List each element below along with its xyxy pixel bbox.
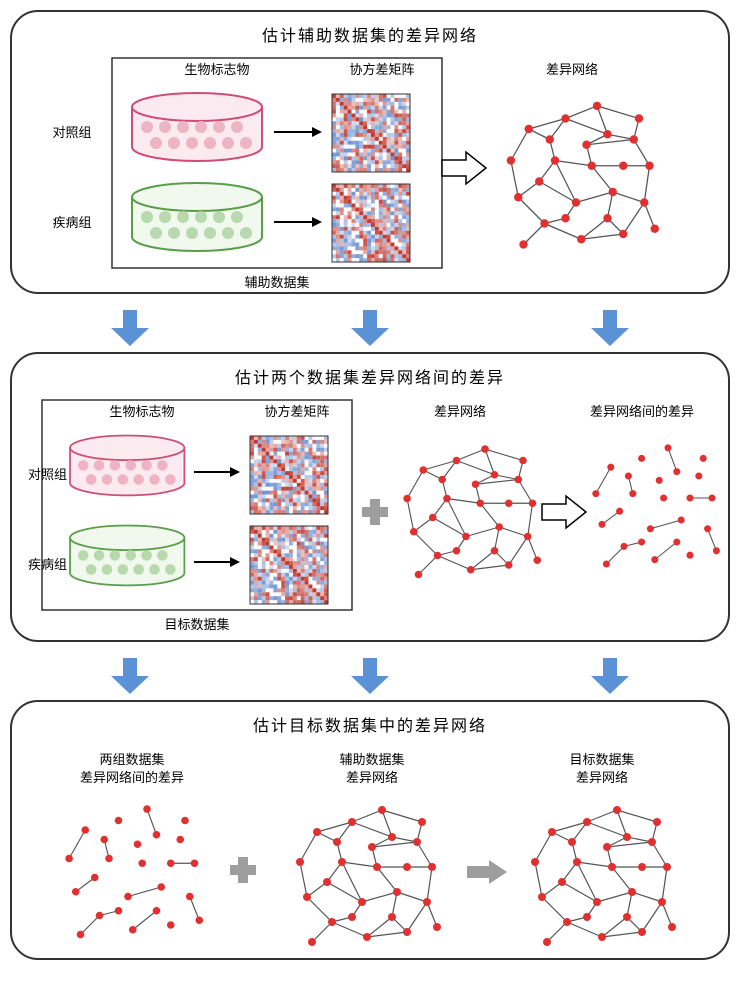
p3-c1-l2: 差异网络间的差异 [80, 770, 184, 785]
label-diffnet1: 差异网络 [546, 62, 598, 77]
panel1-title: 估计辅助数据集的差异网络 [12, 12, 728, 52]
arrow-right-icon [274, 127, 322, 227]
label-biomarker1: 生物标志物 [184, 62, 249, 77]
network-target-p3 [531, 806, 676, 946]
p3-c1-l1: 两组数据集 [99, 752, 164, 767]
cov-matrix-1 [332, 94, 410, 172]
network-aux [507, 102, 659, 249]
panel-diff-of-diff: 估计两个数据集差异网络间的差异 生物标志物 协方差矩阵 差异网络 差异网络间的差… [10, 352, 730, 642]
cov-matrix-3 [250, 436, 328, 514]
panel3-svg: 两组数据集 差异网络间的差异 辅助数据集 差异网络 目标数据集 差异网络 [12, 742, 728, 962]
down-arrow-icon [111, 658, 149, 694]
network-sparse-diff [592, 444, 720, 567]
label-auxdataset: 辅助数据集 [244, 275, 309, 290]
cylinder-disease-1 [132, 183, 262, 251]
cov-matrix-4 [250, 526, 328, 604]
label-diffnet2: 差异网络 [434, 404, 486, 419]
label-control2: 对照组 [28, 467, 67, 482]
big-arrow-icon [442, 152, 486, 184]
cylinder-control-1 [132, 93, 262, 161]
solid-arrow-icon [467, 860, 507, 884]
label-targetdataset: 目标数据集 [164, 617, 229, 632]
label-disease1: 疾病组 [52, 215, 91, 230]
down-arrow-icon [351, 658, 389, 694]
panel3-title: 估计目标数据集中的差异网络 [12, 702, 728, 742]
arrow-right-icon [194, 467, 240, 567]
cylinder-disease-2 [70, 525, 184, 585]
down-arrow-icon [351, 310, 389, 346]
network-aux-p3 [296, 806, 441, 946]
panel2-svg: 生物标志物 协方差矩阵 差异网络 差异网络间的差异 对照组 疾病组 目标数据集 [12, 394, 728, 644]
down-arrow-icon [591, 310, 629, 346]
label-disease2: 疾病组 [28, 557, 67, 572]
flow-arrows-1 [10, 304, 730, 352]
plus-icon [230, 857, 256, 883]
label-biomarker2: 生物标志物 [109, 404, 174, 419]
label-diffofdiff: 差异网络间的差异 [590, 404, 694, 419]
p3-c3-l1: 目标数据集 [569, 752, 634, 767]
p3-c2-l1: 辅助数据集 [339, 752, 404, 767]
panel-estimate-target: 估计目标数据集中的差异网络 两组数据集 差异网络间的差异 辅助数据集 差异网络 … [10, 700, 730, 960]
p3-c2-l2: 差异网络 [346, 770, 398, 785]
plus-icon [362, 499, 388, 525]
p3-c3-l2: 差异网络 [576, 770, 628, 785]
down-arrow-icon [591, 658, 629, 694]
panel2-title: 估计两个数据集差异网络间的差异 [12, 354, 728, 394]
flow-arrows-2 [10, 652, 730, 700]
panel-auxiliary: 估计辅助数据集的差异网络 生物标志物 协方差矩阵 差异网络 对照组 疾病组 辅助… [10, 10, 730, 294]
cylinder-control-2 [70, 435, 184, 495]
label-cov1: 协方差矩阵 [349, 62, 414, 77]
network-sparse-p3 [65, 805, 203, 938]
big-arrow-icon [542, 496, 586, 528]
panel1-svg: 生物标志物 协方差矩阵 差异网络 对照组 疾病组 辅助数据集 [12, 52, 728, 296]
network-target [403, 445, 541, 578]
label-cov2: 协方差矩阵 [264, 404, 329, 419]
down-arrow-icon [111, 310, 149, 346]
cov-matrix-2 [332, 184, 410, 262]
label-control1: 对照组 [52, 125, 91, 140]
